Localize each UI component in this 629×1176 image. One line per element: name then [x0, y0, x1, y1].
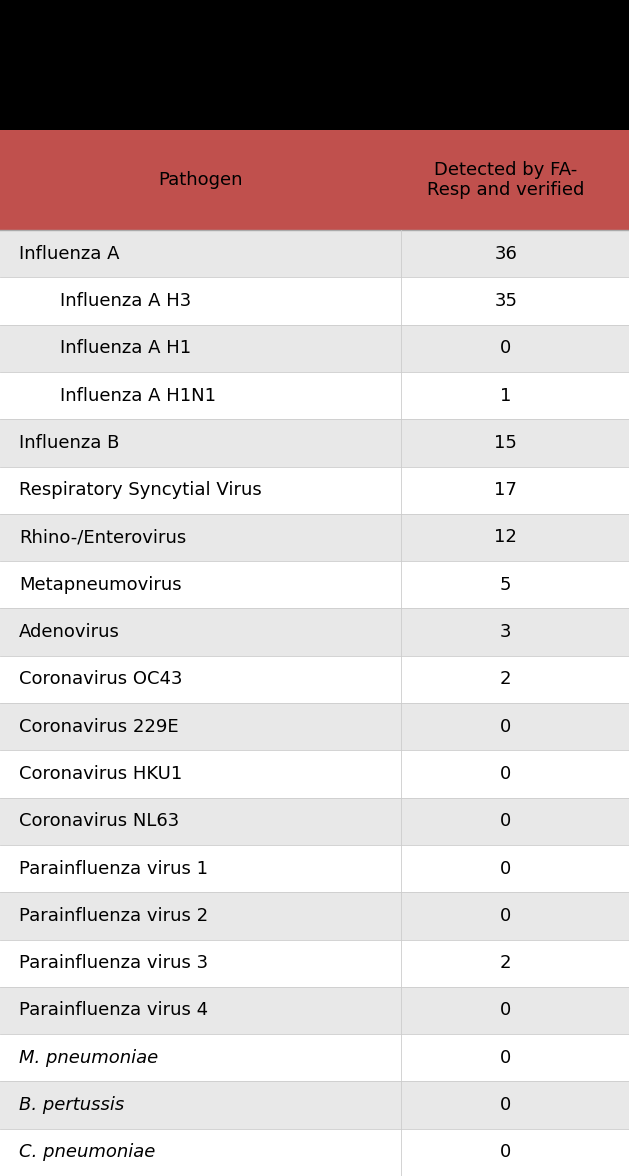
Text: Influenza A H1N1: Influenza A H1N1: [60, 387, 216, 405]
Bar: [0, 1082, 629, 1129]
Bar: [0, 844, 629, 893]
Text: 0: 0: [500, 1096, 511, 1114]
Text: B. pertussis: B. pertussis: [19, 1096, 124, 1114]
Bar: [0, 940, 629, 987]
Bar: [0, 656, 629, 703]
Text: 0: 0: [500, 717, 511, 736]
Bar: [0, 893, 629, 940]
Text: 0: 0: [500, 764, 511, 783]
Text: Coronavirus HKU1: Coronavirus HKU1: [19, 764, 182, 783]
Text: 0: 0: [500, 1049, 511, 1067]
Bar: [0, 703, 629, 750]
Text: 15: 15: [494, 434, 517, 452]
Bar: [0, 278, 629, 325]
Text: Respiratory Syncytial Virus: Respiratory Syncytial Virus: [19, 481, 262, 499]
Text: 36: 36: [494, 245, 517, 262]
Text: 0: 0: [500, 813, 511, 830]
Text: Coronavirus NL63: Coronavirus NL63: [19, 813, 179, 830]
Text: 2: 2: [500, 670, 511, 688]
Text: Pathogen: Pathogen: [159, 171, 243, 189]
Bar: [0, 1129, 629, 1176]
Text: Influenza A H3: Influenza A H3: [60, 292, 191, 310]
Text: 0: 0: [500, 907, 511, 924]
Bar: [0, 561, 629, 608]
Text: Coronavirus OC43: Coronavirus OC43: [19, 670, 182, 688]
Bar: [0, 750, 629, 797]
Text: Parainfluenza virus 4: Parainfluenza virus 4: [19, 1002, 208, 1020]
Text: 0: 0: [500, 1143, 511, 1162]
Bar: [0, 608, 629, 656]
Text: 5: 5: [500, 576, 511, 594]
Text: C. pneumoniae: C. pneumoniae: [19, 1143, 155, 1162]
Bar: [0, 325, 629, 372]
Text: 3: 3: [500, 623, 511, 641]
Bar: [0, 419, 629, 467]
Bar: [0, 514, 629, 561]
Text: Adenovirus: Adenovirus: [19, 623, 120, 641]
Text: 0: 0: [500, 860, 511, 877]
Bar: [0, 372, 629, 419]
Text: Detected by FA-
Resp and verified: Detected by FA- Resp and verified: [427, 161, 584, 200]
Text: 0: 0: [500, 1002, 511, 1020]
Text: M. pneumoniae: M. pneumoniae: [19, 1049, 158, 1067]
Text: 12: 12: [494, 528, 517, 547]
Bar: [0, 467, 629, 514]
Text: Metapneumovirus: Metapneumovirus: [19, 576, 182, 594]
Bar: [0, 1034, 629, 1082]
Text: Influenza A H1: Influenza A H1: [60, 339, 191, 358]
Text: Parainfluenza virus 1: Parainfluenza virus 1: [19, 860, 208, 877]
Text: Influenza A: Influenza A: [19, 245, 120, 262]
Bar: [0, 797, 629, 844]
Text: Influenza B: Influenza B: [19, 434, 120, 452]
Bar: [0, 131, 629, 230]
Text: 17: 17: [494, 481, 517, 499]
Text: Coronavirus 229E: Coronavirus 229E: [19, 717, 179, 736]
Text: Rhino-/Enterovirus: Rhino-/Enterovirus: [19, 528, 186, 547]
Text: 35: 35: [494, 292, 517, 310]
Bar: [0, 987, 629, 1034]
Text: 0: 0: [500, 339, 511, 358]
Text: Parainfluenza virus 3: Parainfluenza virus 3: [19, 954, 208, 973]
Text: 1: 1: [500, 387, 511, 405]
Bar: [0, 230, 629, 278]
Text: Parainfluenza virus 2: Parainfluenza virus 2: [19, 907, 208, 924]
Text: 2: 2: [500, 954, 511, 973]
